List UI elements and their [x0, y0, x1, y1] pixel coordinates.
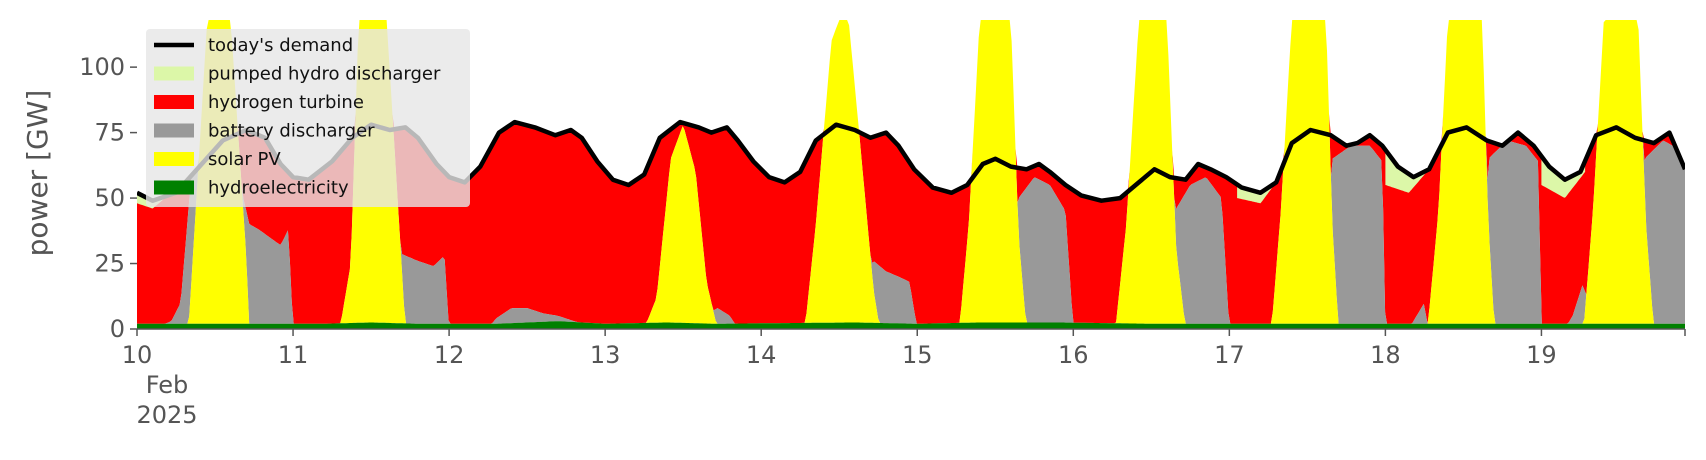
legend: today's demand pumped hydro discharger hyd… [146, 29, 470, 207]
area-hydroelectricity [137, 321, 1685, 329]
y-axis-label: power [GW] [21, 90, 54, 257]
x-tick-label: 18 [1370, 341, 1401, 369]
x-tick-label: 19 [1526, 341, 1557, 369]
area-pumped-hydro-2 [1541, 156, 1586, 198]
x-tick-label: 15 [902, 341, 933, 369]
y-tick-label: 25 [94, 250, 125, 278]
y-tick-label: 0 [110, 315, 125, 343]
x-subtick-label: 2025 [136, 401, 197, 429]
area-hydrogen-turbine [137, 20, 1685, 324]
x-tick-label: 16 [1058, 341, 1089, 369]
legend-swatch [154, 66, 194, 81]
legend-label: hydroelectricity [208, 178, 349, 199]
legend-swatch [154, 180, 194, 195]
legend-box [146, 29, 470, 207]
plot-area [137, 20, 1685, 329]
x-tick-label: 13 [590, 341, 621, 369]
x-tick-label: 14 [746, 341, 777, 369]
area-solar-pv [137, 20, 1685, 324]
legend-swatch [154, 123, 194, 138]
x-tick-label: 10 [122, 341, 153, 369]
area-battery-discharger [137, 20, 1685, 324]
x-tick-label: 12 [434, 341, 465, 369]
y-tick-label: 50 [94, 184, 125, 212]
x-tick-label: 17 [1214, 341, 1245, 369]
x-subtick-label: Feb [146, 371, 189, 399]
x-tick-label: 11 [278, 341, 309, 369]
area-pumped-hydro-1 [1385, 149, 1430, 193]
legend-swatch [154, 152, 194, 166]
legend-label: pumped hydro discharger [208, 64, 441, 85]
legend-label: hydrogen turbine [208, 92, 364, 113]
y-tick-label: 75 [94, 119, 125, 147]
legend-label: battery discharger [208, 121, 375, 142]
legend-swatch [154, 95, 194, 109]
legend-label: solar PV [208, 149, 281, 170]
y-tick-label: 100 [79, 53, 125, 81]
legend-label: today's demand [208, 35, 353, 56]
